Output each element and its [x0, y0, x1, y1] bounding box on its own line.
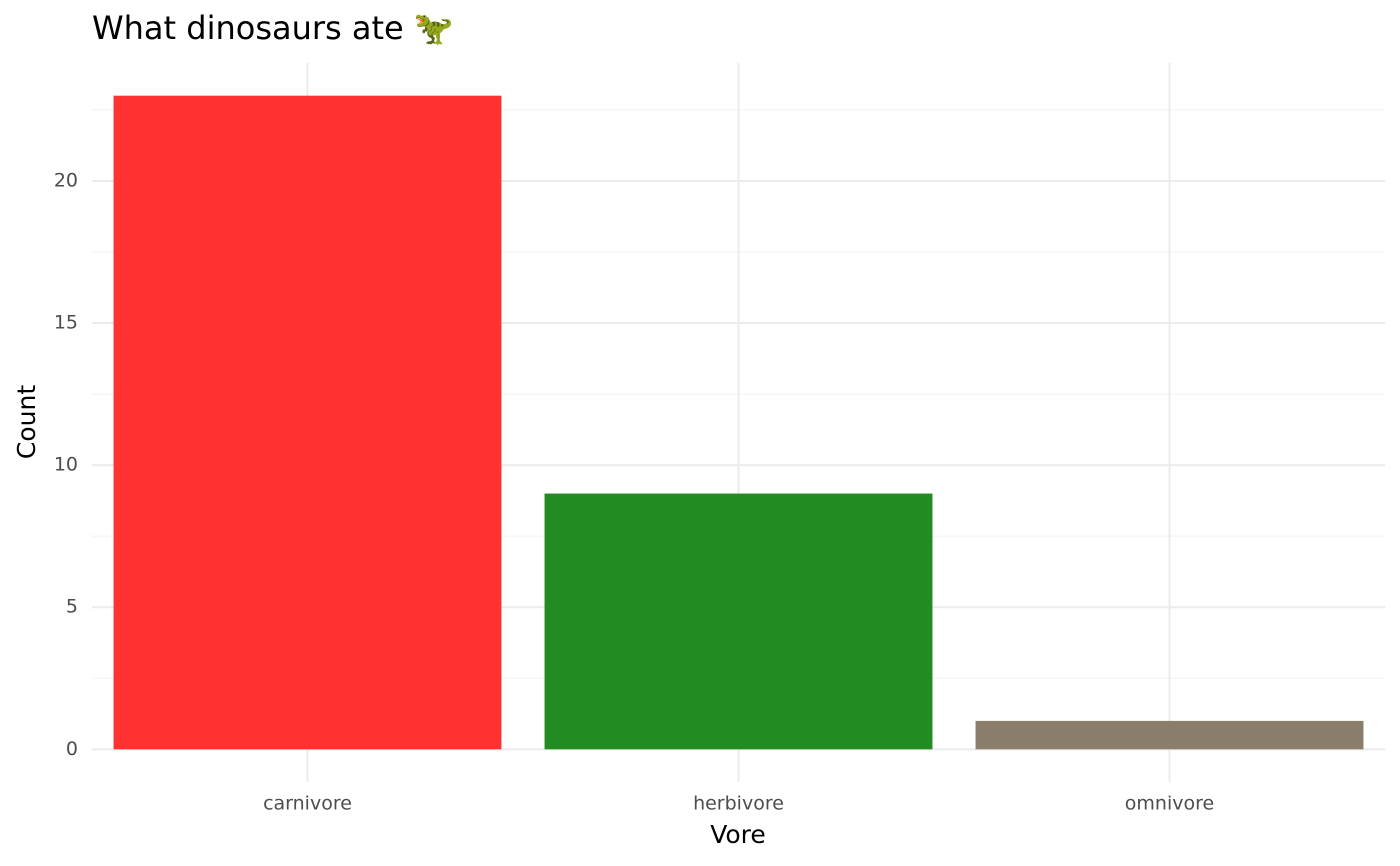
x-tick-label: carnivore — [263, 793, 352, 815]
y-tick-label: 15 — [54, 312, 78, 334]
bar — [113, 95, 502, 750]
y-tick-label: 5 — [66, 596, 78, 618]
bar — [544, 493, 933, 750]
y-tick-label: 0 — [66, 738, 78, 760]
x-tick-label: herbivore — [693, 793, 784, 815]
x-tick-label: omnivore — [1125, 793, 1214, 815]
bar — [975, 720, 1364, 750]
x-axis-title: Vore — [710, 820, 766, 849]
chart-title: What dinosaurs ate 🦖 — [92, 9, 454, 47]
y-tick-label: 20 — [54, 169, 78, 191]
y-axis-title: Count — [12, 385, 41, 459]
y-tick-label: 10 — [54, 454, 78, 476]
